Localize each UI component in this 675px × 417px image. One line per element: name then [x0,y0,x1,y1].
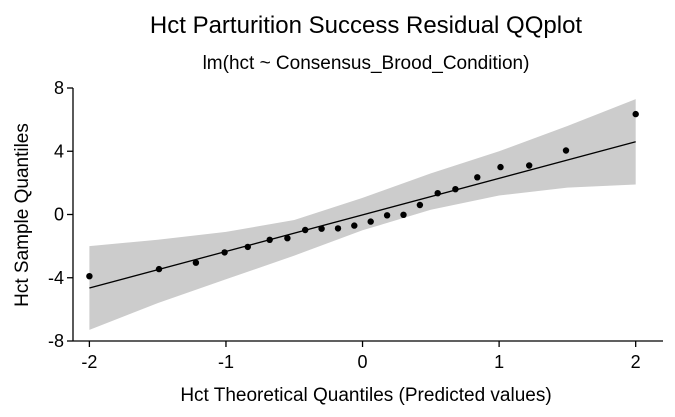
x-tick-label: 1 [494,352,504,372]
x-tick-label: -1 [218,352,234,372]
data-points [86,110,639,280]
data-point [367,218,374,225]
data-point [334,225,342,232]
x-axis-ticks: -2 -1 0 1 2 [81,341,641,372]
plot-area [86,99,639,330]
data-point [302,226,309,234]
data-point [452,186,459,193]
data-point [474,174,481,181]
x-tick-label: 0 [358,352,368,372]
data-point [284,235,291,242]
data-point [244,243,251,251]
data-point [416,201,424,209]
data-point [318,225,325,232]
data-point [266,236,273,243]
data-point [632,110,639,118]
x-axis-title: Hct Theoretical Quantiles (Predicted val… [180,385,551,406]
y-tick-label: -8 [48,331,64,351]
x-tick-label: 2 [631,352,641,372]
data-point [400,211,407,218]
data-point [562,147,570,154]
data-point [434,190,441,197]
data-point [192,259,200,266]
data-point [221,249,228,256]
chart-title: Hct Parturition Success Residual QQplot [150,12,583,39]
y-tick-label: 0 [54,205,64,225]
y-tick-label: 8 [54,78,64,98]
data-point [526,162,533,169]
x-tick-label: -2 [81,352,97,372]
data-point [86,273,93,280]
data-point [351,222,358,229]
y-tick-label: 4 [54,141,64,161]
chart-subtitle: lm(hct ~ Consensus_Brood_Condition) [203,53,530,74]
y-axis-ticks: -8 -4 0 4 8 [48,78,73,351]
data-point [497,163,504,171]
reference-line [89,141,636,289]
y-tick-label: -4 [48,268,64,288]
y-axis-title: Hct Sample Quantiles [12,123,33,307]
data-point [383,212,391,219]
data-point [155,265,163,273]
